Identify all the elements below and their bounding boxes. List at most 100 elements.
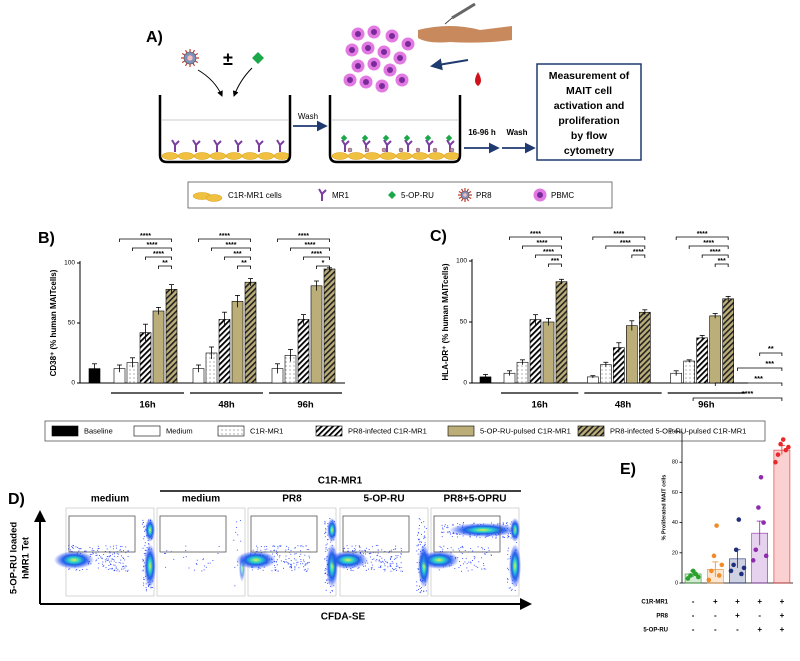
significance-label: **: [241, 260, 247, 267]
event-dot: [446, 526, 448, 528]
event-dot: [507, 537, 509, 539]
event-dot: [272, 545, 274, 547]
data-point: [786, 444, 791, 450]
event-dot: [209, 562, 211, 564]
data-point: [711, 553, 717, 559]
event-dot: [302, 563, 304, 565]
legend-label: PR8-infected 5-OP-RU-pulsed C1R-MR1: [610, 426, 746, 435]
pbmc-nucleus: [371, 29, 377, 35]
event-dot: [484, 537, 486, 539]
event-dot: [461, 570, 462, 572]
pbmc-nucleus: [371, 61, 377, 67]
significance-label: ***: [718, 258, 726, 265]
event-dot: [291, 566, 293, 568]
event-dot: [490, 554, 492, 556]
significance-label: ****: [633, 249, 644, 256]
event-dot: [492, 536, 494, 538]
event-dot: [391, 555, 393, 557]
cell-icon: [225, 152, 243, 160]
event-dot: [417, 531, 419, 533]
pbmc-nucleus: [381, 49, 387, 55]
event-dot: [188, 567, 190, 569]
event-dot: [109, 555, 111, 557]
readout-text: Measurement of: [549, 70, 630, 82]
cell-icon: [161, 152, 179, 160]
event-dot: [72, 547, 74, 549]
event-dot: [196, 559, 198, 561]
cell-icon: [363, 152, 381, 160]
significance-bracket: [145, 256, 172, 260]
data-point: [688, 573, 693, 578]
event-dot: [456, 536, 458, 538]
event-dot: [300, 550, 301, 552]
event-dot: [277, 545, 279, 547]
event-dot: [114, 570, 116, 571]
panel-label: D): [8, 491, 25, 508]
event-dot: [101, 558, 103, 560]
event-dot: [121, 568, 123, 570]
event-dot: [484, 552, 486, 554]
data-point: [753, 547, 759, 553]
event-dot: [324, 533, 326, 535]
event-dot: [304, 568, 306, 570]
event-dot: [111, 568, 113, 570]
event-dot: [377, 552, 379, 554]
readout-box: [536, 63, 642, 161]
event-dot: [351, 545, 353, 547]
event-dot: [100, 556, 102, 558]
event-dot: [394, 548, 396, 550]
significance-label: ***: [754, 374, 763, 383]
y-tick-label: 40: [672, 520, 678, 526]
event-dot: [423, 536, 425, 538]
virus-core: [463, 193, 467, 197]
event-dot: [118, 553, 120, 555]
mr1-icon: [255, 139, 264, 152]
event-dot: [397, 555, 399, 557]
event-dot: [303, 559, 305, 561]
event-dot: [107, 558, 109, 560]
arm: [418, 26, 512, 43]
event-dot: [440, 547, 442, 548]
x-tick-label: 96h: [297, 400, 314, 411]
event-dot: [69, 568, 71, 570]
gate: [159, 515, 227, 553]
event-dot: [393, 549, 395, 550]
event-dot: [148, 543, 150, 545]
event-dot: [124, 559, 126, 561]
panel-label: B): [38, 230, 55, 247]
event-dot: [115, 562, 117, 564]
event-dot: [394, 558, 396, 560]
event-dot: [462, 535, 464, 537]
event-dot: [75, 569, 77, 571]
event-dot: [418, 539, 420, 541]
event-dot: [143, 565, 145, 567]
arrow: [232, 67, 253, 97]
cell-icon: [395, 152, 413, 160]
event-dot: [460, 565, 461, 566]
event-dot: [72, 545, 74, 546]
event-dot: [306, 570, 308, 572]
event-dot: [288, 563, 290, 565]
significance-label: ****: [226, 242, 237, 249]
event-dot: [142, 519, 144, 521]
event-dot: [124, 567, 126, 569]
event-dot: [447, 527, 449, 529]
density-cloud: [327, 518, 337, 542]
event-dot: [471, 569, 473, 571]
event-dot: [106, 556, 108, 558]
event-dot: [417, 534, 418, 536]
event-dot: [164, 566, 166, 568]
event-dot: [106, 560, 108, 561]
event-dot: [92, 553, 94, 555]
event-dot: [97, 567, 99, 569]
event-dot: [125, 546, 127, 548]
event-dot: [251, 569, 253, 571]
event-dot: [373, 569, 375, 571]
event-dot: [71, 547, 73, 548]
event-dot: [86, 568, 88, 570]
event-dot: [346, 545, 348, 547]
event-dot: [273, 545, 275, 547]
event-dot: [237, 534, 239, 536]
event-dot: [82, 569, 83, 570]
event-dot: [143, 566, 145, 568]
